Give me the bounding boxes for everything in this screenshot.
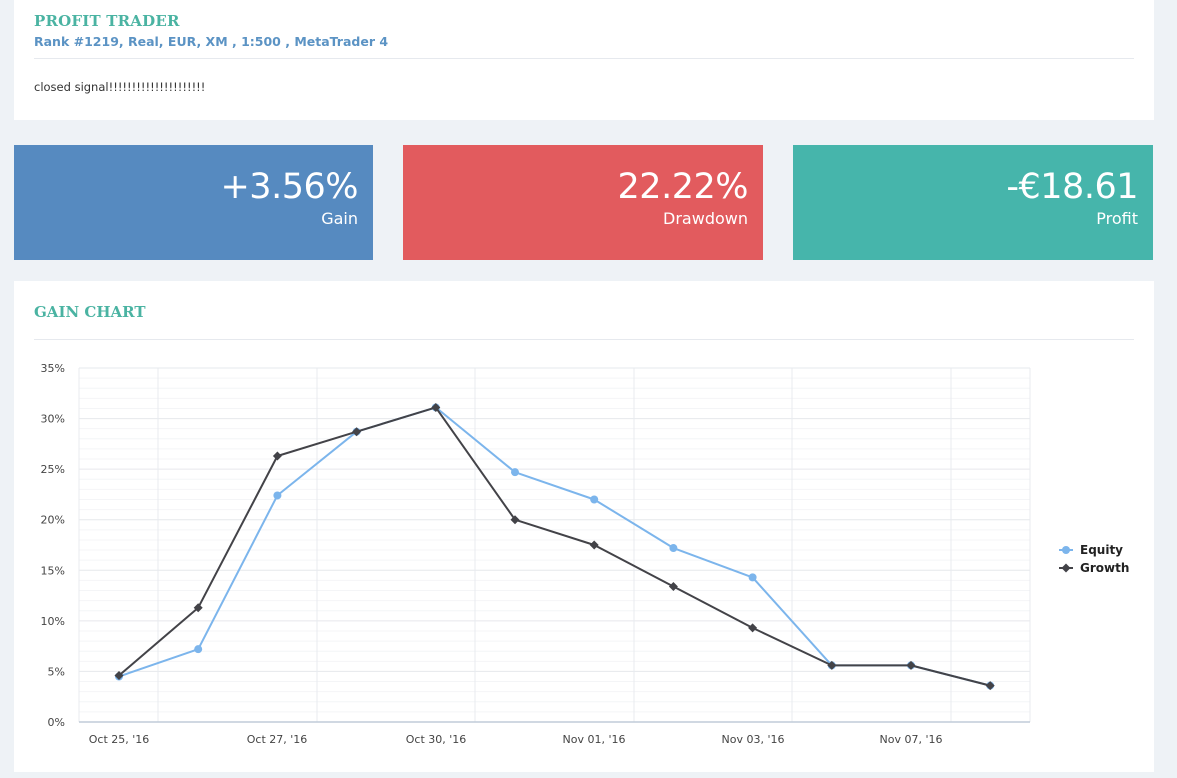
gain-chart: 0% 5% 10% 15% 20% 25% 30% 35% Oct 25, '16 Oct 27,… (41, 362, 1130, 746)
equity-point (511, 468, 519, 477)
x-tick-label: Oct 27, '16 (247, 733, 308, 746)
drawdown-value: 22.22% (617, 167, 749, 207)
gain-stat-tile: +3.56% Gain (14, 145, 373, 260)
signal-title: PROFIT TRADER (34, 12, 180, 30)
gain-chart-card: GAIN CHART 0% 5% 10% 15% 20% 25% 30% 35% Oct 25,… (14, 281, 1154, 772)
legend-marker-growth (1061, 563, 1071, 573)
growth-point (589, 540, 599, 550)
profit-stat-tile: -€18.61 Profit (793, 145, 1153, 260)
y-tick-label: 15% (41, 564, 65, 577)
equity-point (273, 491, 282, 500)
signal-message: closed signal!!!!!!!!!!!!!!!!!!!!! (34, 80, 206, 94)
y-tick-label: 10% (41, 615, 65, 628)
signal-subtitle: Rank #1219, Real, EUR, XM , 1:500 , Meta… (34, 34, 389, 49)
chart-title: GAIN CHART (34, 303, 146, 321)
header-divider (34, 58, 1134, 59)
y-tick-label: 35% (41, 362, 65, 375)
x-tick-label: Oct 30, '16 (406, 733, 467, 746)
series-line-growth (118, 406, 991, 687)
profit-label: Profit (1096, 209, 1138, 228)
y-tick-label: 25% (41, 463, 65, 476)
drawdown-label: Drawdown (663, 209, 748, 228)
gain-label: Gain (321, 209, 358, 228)
growth-point (193, 603, 203, 613)
profit-value: -€18.61 (1006, 167, 1138, 207)
growth-point (827, 660, 837, 670)
signal-header-card: PROFIT TRADER Rank #1219, Real, EUR, XM … (14, 0, 1154, 120)
growth-point (352, 427, 362, 437)
y-tick-label: 30% (41, 413, 65, 426)
growth-point (272, 451, 282, 461)
legend-label-equity: Equity (1080, 543, 1123, 557)
growth-point (985, 681, 995, 691)
equity-point (194, 645, 203, 654)
growth-point (906, 660, 916, 670)
y-tick-label: 5% (48, 665, 65, 678)
equity-point (590, 495, 599, 504)
growth-point (668, 581, 678, 591)
growth-point (114, 670, 124, 680)
x-tick-label: Nov 07, '16 (880, 733, 943, 746)
x-tick-label: Oct 25, '16 (89, 733, 150, 746)
y-tick-label: 20% (41, 514, 65, 527)
growth-point (510, 515, 520, 525)
chart-divider (34, 339, 1134, 340)
drawdown-stat-tile: 22.22% Drawdown (403, 145, 763, 260)
x-tick-label: Nov 03, '16 (722, 733, 785, 746)
growth-point (748, 623, 758, 633)
growth-point (431, 402, 441, 412)
equity-point (669, 544, 678, 553)
legend-label-growth: Growth (1080, 561, 1129, 575)
equity-point (748, 573, 757, 582)
legend-marker-equity (1062, 546, 1070, 554)
x-tick-label: Nov 01, '16 (563, 733, 626, 746)
y-tick-label: 0% (48, 716, 65, 729)
gain-value: +3.56% (220, 167, 358, 207)
